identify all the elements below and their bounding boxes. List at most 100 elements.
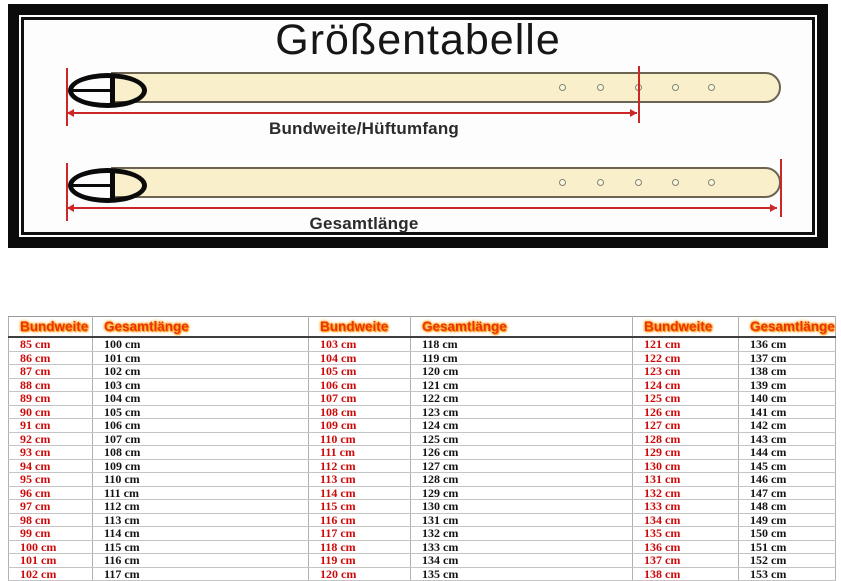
gesamtlaenge-cell: 105 cm: [92, 404, 309, 419]
bundweite-cell: 93 cm: [8, 445, 93, 460]
size-table-row: 98 cm 113 cm 116 cm 131 cm 134 cm 149 cm: [8, 512, 836, 527]
gesamtlaenge-cell: 130 cm: [410, 499, 633, 514]
arrow-left-icon: [67, 204, 74, 212]
bundweite-cell: 92 cm: [8, 431, 93, 446]
bundweite-cell: 129 cm: [632, 445, 739, 460]
bundweite-cell: 137 cm: [632, 553, 739, 568]
bundweite-cell: 127 cm: [632, 418, 739, 433]
bundweite-cell: 87 cm: [8, 364, 93, 379]
size-table-row: 93 cm 108 cm 111 cm 126 cm 129 cm 144 cm: [8, 445, 836, 460]
header-gesamtlaenge-3: Gesamtlänge: [738, 316, 836, 338]
gesamtlaenge-cell: 131 cm: [410, 512, 633, 527]
length-measure-label: Gesamtlänge: [309, 214, 419, 233]
size-table-row: 100 cm 115 cm 118 cm 133 cm 136 cm 151 cm: [8, 539, 836, 554]
gesamtlaenge-cell: 133 cm: [410, 539, 633, 554]
bundweite-cell: 114 cm: [308, 485, 411, 500]
gesamtlaenge-cell: 129 cm: [410, 485, 633, 500]
gesamtlaenge-cell: 124 cm: [410, 418, 633, 433]
bundweite-cell: 85 cm: [8, 336, 93, 352]
size-table-row: 91 cm 106 cm 109 cm 124 cm 127 cm 142 cm: [8, 418, 836, 433]
gesamtlaenge-cell: 113 cm: [92, 512, 309, 527]
diagram-title: Größentabelle: [275, 16, 561, 64]
size-diagram-frame: Größentabelle Bundweite/Hüftumfang Gesam: [8, 4, 828, 248]
gesamtlaenge-cell: 112 cm: [92, 499, 309, 514]
gesamtlaenge-cell: 109 cm: [92, 458, 309, 473]
bundweite-cell: 126 cm: [632, 404, 739, 419]
belt-strap-length: [111, 167, 781, 198]
size-table: Bundweite Gesamtlänge Bundweite Gesamtlä…: [8, 316, 836, 581]
bundweite-cell: 110 cm: [308, 431, 411, 446]
gesamtlaenge-cell: 111 cm: [92, 485, 309, 500]
measure-line-waist: [67, 112, 637, 114]
gesamtlaenge-cell: 132 cm: [410, 526, 633, 541]
size-table-header-row: Bundweite Gesamtlänge Bundweite Gesamtlä…: [8, 316, 836, 338]
header-gesamtlaenge-2: Gesamtlänge: [410, 316, 633, 338]
belt-hole: [708, 84, 715, 91]
measure-start-tick-waist: [66, 68, 68, 126]
gesamtlaenge-cell: 137 cm: [738, 350, 836, 365]
bundweite-cell: 115 cm: [308, 499, 411, 514]
size-table-row: 87 cm 102 cm 105 cm 120 cm 123 cm 138 cm: [8, 364, 836, 379]
bundweite-cell: 106 cm: [308, 377, 411, 392]
size-table-row: 94 cm 109 cm 112 cm 127 cm 130 cm 145 cm: [8, 458, 836, 473]
bundweite-cell: 96 cm: [8, 485, 93, 500]
gesamtlaenge-cell: 104 cm: [92, 391, 309, 406]
bundweite-cell: 135 cm: [632, 526, 739, 541]
gesamtlaenge-cell: 134 cm: [410, 553, 633, 568]
gesamtlaenge-cell: 102 cm: [92, 364, 309, 379]
bundweite-cell: 124 cm: [632, 377, 739, 392]
belt-buckle-prong: [71, 89, 113, 92]
gesamtlaenge-cell: 118 cm: [410, 336, 633, 352]
measure-end-tick-length: [780, 159, 782, 217]
gesamtlaenge-cell: 110 cm: [92, 472, 309, 487]
bundweite-cell: 99 cm: [8, 526, 93, 541]
gesamtlaenge-cell: 150 cm: [738, 526, 836, 541]
bundweite-cell: 134 cm: [632, 512, 739, 527]
belt-hole: [559, 179, 566, 186]
measure-line-length: [67, 207, 777, 209]
gesamtlaenge-cell: 120 cm: [410, 364, 633, 379]
bundweite-cell: 104 cm: [308, 350, 411, 365]
gesamtlaenge-cell: 127 cm: [410, 458, 633, 473]
gesamtlaenge-cell: 119 cm: [410, 350, 633, 365]
size-table-row: 97 cm 112 cm 115 cm 130 cm 133 cm 148 cm: [8, 499, 836, 514]
gesamtlaenge-cell: 152 cm: [738, 553, 836, 568]
bundweite-cell: 116 cm: [308, 512, 411, 527]
bundweite-cell: 119 cm: [308, 553, 411, 568]
size-table-row: 90 cm 105 cm 108 cm 123 cm 126 cm 141 cm: [8, 404, 836, 419]
bundweite-cell: 102 cm: [8, 566, 93, 581]
size-table-row: 92 cm 107 cm 110 cm 125 cm 128 cm 143 cm: [8, 431, 836, 446]
bundweite-cell: 108 cm: [308, 404, 411, 419]
gesamtlaenge-cell: 136 cm: [738, 336, 836, 352]
gesamtlaenge-cell: 116 cm: [92, 553, 309, 568]
bundweite-cell: 111 cm: [308, 445, 411, 460]
bundweite-cell: 113 cm: [308, 472, 411, 487]
bundweite-cell: 117 cm: [308, 526, 411, 541]
bundweite-cell: 128 cm: [632, 431, 739, 446]
belt-buckle-icon: [68, 168, 147, 203]
bundweite-cell: 118 cm: [308, 539, 411, 554]
header-bundweite-2: Bundweite: [308, 316, 411, 338]
header-gesamtlaenge-1: Gesamtlänge: [92, 316, 309, 338]
gesamtlaenge-cell: 141 cm: [738, 404, 836, 419]
belt-buckle-bar: [110, 171, 115, 201]
bundweite-cell: 100 cm: [8, 539, 93, 554]
gesamtlaenge-cell: 142 cm: [738, 418, 836, 433]
belt-buckle-icon: [68, 73, 147, 108]
gesamtlaenge-cell: 149 cm: [738, 512, 836, 527]
bundweite-cell: 130 cm: [632, 458, 739, 473]
gesamtlaenge-cell: 140 cm: [738, 391, 836, 406]
bundweite-cell: 88 cm: [8, 377, 93, 392]
gesamtlaenge-cell: 103 cm: [92, 377, 309, 392]
size-table-row: 102 cm 117 cm 120 cm 135 cm 138 cm 153 cm: [8, 566, 836, 581]
gesamtlaenge-cell: 139 cm: [738, 377, 836, 392]
size-table-row: 88 cm 103 cm 106 cm 121 cm 124 cm 139 cm: [8, 377, 836, 392]
size-table-row: 85 cm 100 cm 103 cm 118 cm 121 cm 136 cm: [8, 336, 836, 352]
gesamtlaenge-cell: 101 cm: [92, 350, 309, 365]
gesamtlaenge-cell: 122 cm: [410, 391, 633, 406]
belt-hole: [559, 84, 566, 91]
belt-hole: [635, 179, 642, 186]
bundweite-cell: 97 cm: [8, 499, 93, 514]
gesamtlaenge-cell: 138 cm: [738, 364, 836, 379]
gesamtlaenge-cell: 114 cm: [92, 526, 309, 541]
